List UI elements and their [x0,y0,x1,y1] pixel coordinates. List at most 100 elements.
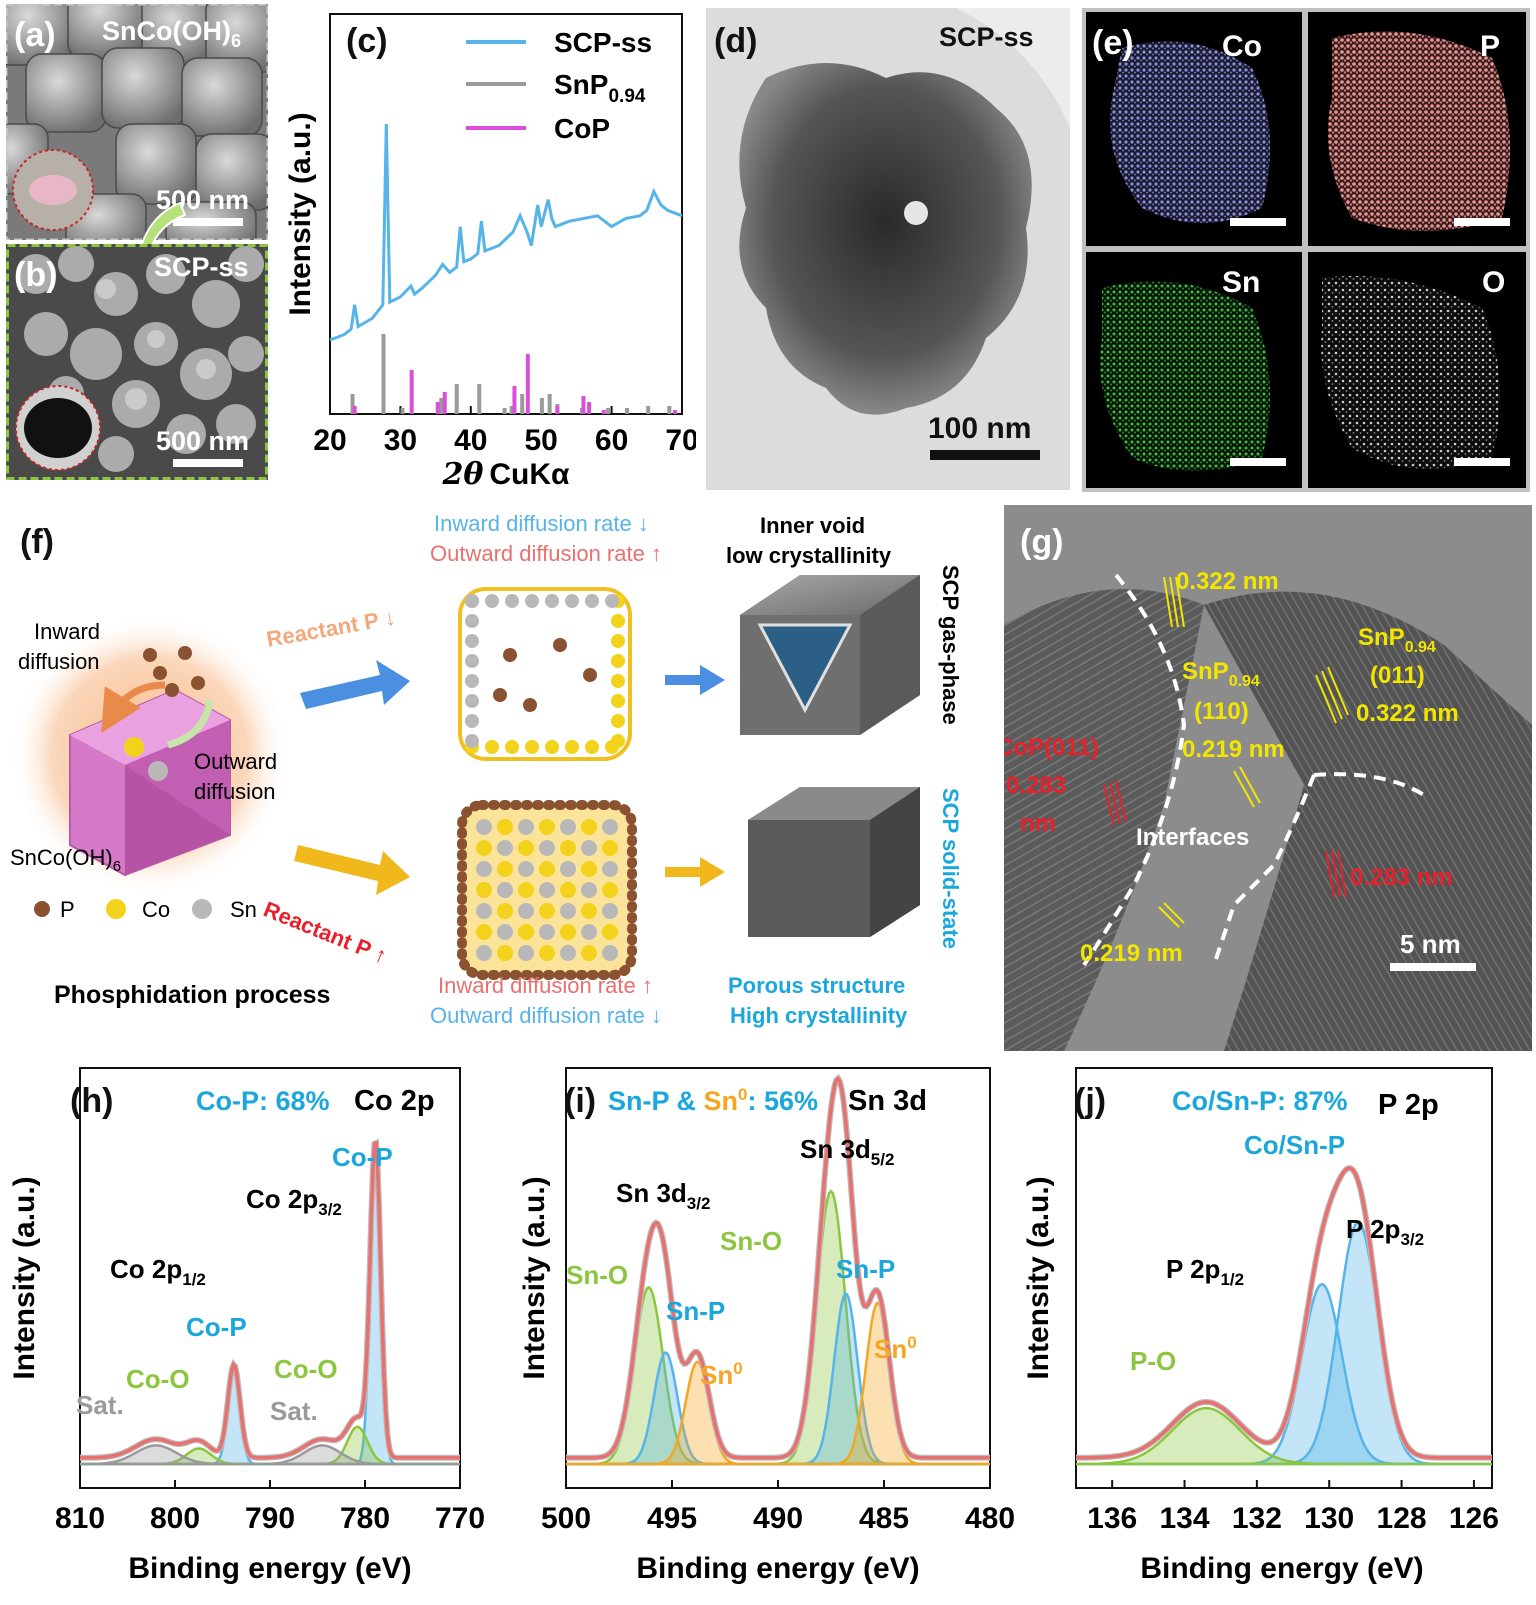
map-label-o: O [1482,266,1505,299]
envelope-fit-line [566,1075,990,1460]
map-label-sn: Sn [1222,266,1260,299]
x-tick-label-h: 810 [55,1502,105,1535]
xrd-chart: (c) 20 30 40 50 60 70 Intensity (a.u.) 2θ CuKα… [284,13,699,492]
tem-image-d: SCP-ss (d) 100 nm [706,8,1070,490]
scale-text-g: 5 nm [1400,929,1461,959]
panel-b: (b) SCP-ss 500 nm [6,244,268,480]
x-tick-label-h: 780 [340,1502,390,1535]
atom-shell [605,594,619,608]
annot-cop-main: Co-P [332,1142,393,1172]
scale-text-b: 500 nm [156,426,249,456]
atom-p [503,648,517,662]
atom-core [497,882,513,898]
fraction-note-j: Co/Sn-P: 87% [1172,1086,1348,1116]
atom-core [602,819,618,835]
atom-core [518,945,534,961]
annot-cop-12: Co-P [186,1312,247,1342]
atom-core [539,882,555,898]
x-tick-label-i: 500 [541,1502,591,1535]
atom-shell [545,740,559,754]
bottom-inward-rate: Inward diffusion rate ↑ [438,973,653,998]
top-result-2: low crystallinity [726,543,892,568]
atom-shell [525,594,539,608]
xps-p2p-chart: (j) Co/Sn-P: 87% P 2p Intensity (a.u.) B… [1022,1067,1499,1585]
atom-core [560,840,576,856]
x-tick-label-c: 70 [665,424,696,457]
scale-bar-g [1390,963,1476,971]
label-snp-right-d: 0.322 nm [1356,700,1459,727]
panel-label-h: (h) [70,1082,113,1120]
peak-p-o [1076,1406,1492,1466]
y-axis-label-j: Intensity (a.u.) [1022,1176,1055,1379]
label-snp-left-plane: (110) [1194,698,1249,725]
panel-h: (h) Co-P: 68% Co 2p Intensity (a.u.) Bin… [0,1058,510,1600]
panel-label-f: (f) [20,523,54,561]
svg-text:Co: Co [142,897,170,922]
panel-a: (a) SnCo(OH)6 500 nm [0,0,281,255]
particle-blob [739,63,1032,415]
atom-core [602,861,618,877]
x-axis-label-c: 2θ CuKα [442,457,571,492]
annot-co2p12: Co 2p1/2 [110,1254,206,1289]
atom-shell [485,594,499,608]
x-tick-label-c: 60 [595,424,628,457]
atom-shell [545,594,559,608]
annot-sn0-52: Sn0 [874,1333,917,1364]
x-tick-label-j: 130 [1304,1502,1354,1535]
panel-label-j: (j) [1074,1082,1106,1120]
label-cop-d: 0.283 [1006,772,1066,799]
atom-shell [611,694,625,708]
scale-text-d: 100 nm [928,412,1031,445]
annot-sat-12: Sat. [76,1390,124,1420]
x-tick-label-h: 770 [435,1502,485,1535]
atom-core [476,840,492,856]
raw-data-line [1076,1165,1492,1461]
atom-core [497,945,513,961]
arrow-solid-state [294,845,410,895]
x-tick-label-c: 30 [384,424,417,457]
atom-core [560,882,576,898]
fraction-note-h: Co-P: 68% [196,1086,330,1116]
atom-shell [525,740,539,754]
annot-cosnp: Co/Sn-P [1244,1130,1345,1160]
x-tick-label-i: 485 [859,1502,909,1535]
panel-b-title: SCP-ss [154,252,249,282]
annot-p2p32: P 2p3/2 [1346,1214,1424,1249]
annot-p2p12: P 2p1/2 [1166,1254,1244,1289]
hollow-particle [458,587,632,761]
atom-core [518,861,534,877]
sem-image-b: (b) SCP-ss 500 nm [6,244,268,480]
svg-text:Sn: Sn [230,897,257,922]
porous-cube [748,787,920,937]
precursor-cube [69,688,231,877]
peak-sat- [80,1444,460,1466]
interface-line-2 [1212,772,1426,966]
y-axis-label-c: Intensity (a.u.) [284,112,317,315]
panel-label-e: (e) [1092,24,1134,62]
bottom-outward-rate: Outward diffusion rate ↓ [430,1003,662,1028]
atom-shell [565,740,579,754]
top-outward-rate: Outward diffusion rate ↑ [430,541,662,566]
atom-core [476,903,492,919]
hollow-cube [740,575,920,735]
atom-core [581,903,597,919]
atom-core [476,819,492,835]
x-axis-label-h: Binding energy (eV) [128,1552,411,1585]
annot-co2p32: Co 2p3/2 [246,1184,342,1219]
arrow-gas-phase [300,660,410,709]
label-cop: CoP(011) [1004,734,1099,761]
reactant-high-label: Reactant P ↑ [260,896,390,968]
atom-shell [611,614,625,628]
panel-e: (e) Co P Sn O [1082,8,1530,492]
atom-core [560,819,576,835]
atom-p [553,638,567,652]
panel-label-b: (b) [14,256,57,294]
side-label-gas: SCP gas-phase [938,565,963,725]
atom-shell [465,694,479,708]
atom-core [539,861,555,877]
plot-frame-j [1075,1067,1493,1489]
x-tick-label-j: 128 [1377,1502,1427,1535]
atom-core [518,819,534,835]
annot-coo-12: Co-O [126,1364,190,1394]
map-p [1327,31,1510,232]
